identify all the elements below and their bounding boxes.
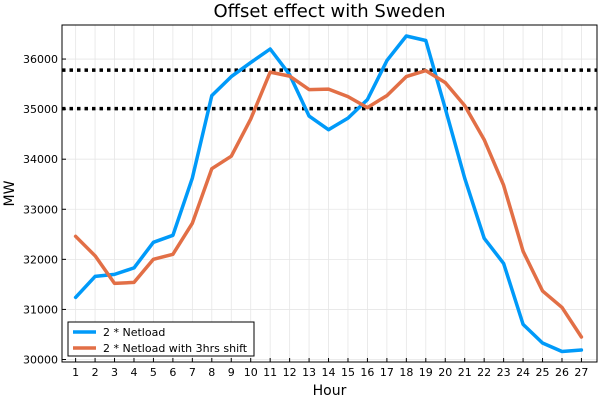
- x-tick-label: 23: [497, 366, 511, 379]
- y-tick-label: 33000: [23, 203, 58, 216]
- y-axis-label: MW: [2, 180, 18, 206]
- reference-lines: [62, 68, 597, 111]
- y-tick-label: 36000: [23, 53, 58, 66]
- grid: [62, 25, 597, 362]
- plot-frame: [61, 24, 598, 363]
- x-tick-label: 19: [419, 366, 433, 379]
- chart-title: Offset effect with Sweden: [213, 1, 445, 22]
- legend: 2 * Netload 2 * Netload with 3hrs shift: [67, 321, 255, 357]
- x-tick-label: 6: [169, 366, 176, 379]
- series-lines: [73, 34, 584, 354]
- y-tick-label: 35000: [23, 103, 58, 116]
- y-axis-ticks: 30000 31000 32000 33000 34000 35000 36000: [23, 53, 66, 366]
- x-tick-label: 12: [283, 366, 297, 379]
- y-tick-label: 31000: [23, 303, 58, 316]
- y-tick-label: 34000: [23, 153, 58, 166]
- x-tick-label: 17: [380, 366, 394, 379]
- x-tick-label: 18: [399, 366, 413, 379]
- series-line-2: [73, 68, 584, 339]
- x-tick-label: 7: [189, 366, 196, 379]
- x-tick-label: 26: [555, 366, 569, 379]
- x-tick-label: 27: [574, 366, 588, 379]
- x-tick-label: 3: [111, 366, 118, 379]
- y-tick-label: 32000: [23, 253, 58, 266]
- x-tick-label: 22: [477, 366, 491, 379]
- x-tick-label: 25: [536, 366, 550, 379]
- x-tick-label: 24: [516, 366, 530, 379]
- series-line-1: [73, 34, 584, 354]
- x-tick-label: 5: [150, 366, 157, 379]
- y-tick-label: 30000: [23, 353, 58, 366]
- x-tick-label: 20: [438, 366, 452, 379]
- x-tick-label: 13: [302, 366, 316, 379]
- legend-label: 2 * Netload with 3hrs shift: [103, 342, 248, 355]
- legend-box: [67, 321, 255, 357]
- legend-label: 2 * Netload: [103, 326, 165, 339]
- x-tick-label: 8: [208, 366, 215, 379]
- x-tick-label: 1: [72, 366, 79, 379]
- x-tick-label: 14: [322, 366, 336, 379]
- x-tick-label: 16: [360, 366, 374, 379]
- x-tick-label: 11: [263, 366, 277, 379]
- x-axis-label: Hour: [313, 383, 347, 399]
- x-tick-label: 21: [458, 366, 472, 379]
- x-axis-ticks: 1 2 3 4 5 6 7 8 9 10 11 12 13 14 15 16 17 18 19 20 21 22 23 24 2…: [72, 358, 588, 379]
- x-tick-label: 4: [130, 366, 137, 379]
- x-tick-label: 10: [244, 366, 258, 379]
- x-tick-label: 2: [92, 366, 99, 379]
- x-tick-label: 15: [341, 366, 355, 379]
- x-tick-label: 9: [228, 366, 235, 379]
